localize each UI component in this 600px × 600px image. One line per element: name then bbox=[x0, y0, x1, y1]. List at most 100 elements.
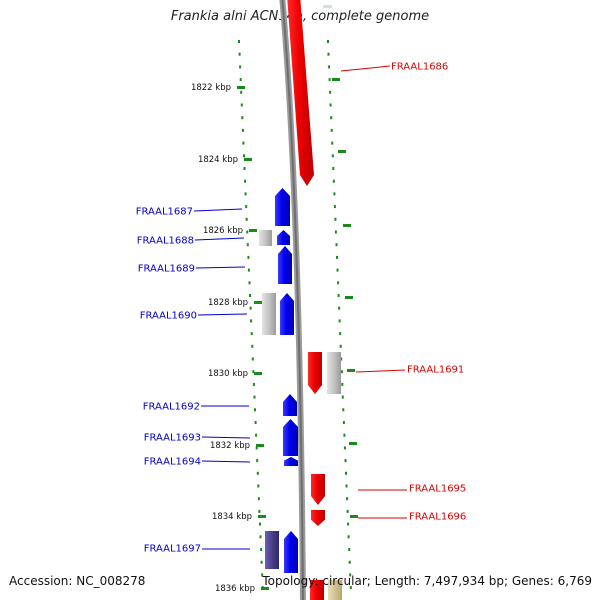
scale-dot bbox=[255, 446, 258, 450]
scale-dot bbox=[243, 167, 246, 170]
tick-label: 1836 kbp bbox=[215, 584, 255, 594]
backbone-layer bbox=[279, 0, 306, 600]
tick-label: 1828 kbp bbox=[208, 298, 248, 308]
tick-label: 1822 kbp bbox=[191, 83, 231, 93]
scale-dot bbox=[331, 141, 334, 145]
genome-backbone-core bbox=[281, 0, 304, 600]
scale-dot bbox=[337, 294, 340, 297]
tick-label: 1832 kbp bbox=[210, 441, 250, 451]
scale-dot bbox=[328, 78, 331, 82]
scale-dot bbox=[251, 344, 254, 348]
genome-stats-text: Topology: circular; Length: 7,497,934 bp… bbox=[262, 574, 592, 588]
scale-dot bbox=[258, 509, 261, 513]
gene-label: FRAAL1686 bbox=[391, 62, 448, 73]
feature-box bbox=[310, 580, 324, 600]
gene-label: FRAAL1688 bbox=[137, 236, 194, 247]
scale-tick bbox=[332, 78, 340, 81]
scale-dot bbox=[256, 459, 259, 463]
scale-dot bbox=[249, 294, 251, 297]
scale-dot bbox=[336, 255, 338, 259]
gene-label: FRAAL1691 bbox=[407, 365, 464, 376]
gene-arrow-forward bbox=[311, 510, 325, 526]
scale-dot bbox=[247, 255, 250, 259]
scale-tick bbox=[244, 158, 252, 161]
scale-dot bbox=[336, 268, 339, 272]
scale-dot bbox=[346, 497, 349, 501]
gene-arrow-reverse bbox=[280, 293, 294, 335]
tick-label: 1830 kbp bbox=[208, 369, 248, 379]
scale-dot bbox=[246, 243, 249, 247]
scale-dot bbox=[249, 306, 252, 310]
scale-dot bbox=[330, 128, 333, 132]
scale-dot bbox=[244, 192, 247, 196]
scale-dot bbox=[238, 52, 241, 56]
scale-dot bbox=[242, 141, 245, 145]
scale-dot bbox=[346, 509, 349, 513]
scale-dot bbox=[335, 243, 338, 247]
scale-dot bbox=[253, 395, 256, 399]
scale-dot bbox=[338, 306, 341, 310]
tick-label: 1834 kbp bbox=[212, 512, 252, 522]
scale-dot bbox=[341, 382, 344, 386]
scale-dot bbox=[239, 78, 242, 82]
gene-labels: FRAAL1686 FRAAL1687 FRAAL1688 FRAAL1689 FRAA… bbox=[136, 62, 467, 555]
scale-dot bbox=[246, 230, 249, 234]
scale-tick bbox=[349, 442, 357, 445]
scale-tick bbox=[350, 515, 358, 518]
scale-dot bbox=[241, 128, 244, 132]
gene-label: FRAAL1687 bbox=[136, 207, 193, 218]
scale-dot bbox=[252, 382, 255, 386]
gene-arrow-reverse bbox=[284, 457, 298, 466]
scale-dot bbox=[248, 281, 251, 285]
scale-dot bbox=[345, 484, 348, 488]
scale-ticks: 1822 kbp 1824 kbp 1826 kbp 1828 kbp 1830 kbp… bbox=[191, 5, 358, 594]
scale-dot bbox=[340, 357, 343, 361]
scale-dot bbox=[255, 433, 258, 437]
scale-dot bbox=[330, 116, 333, 120]
scale-dot bbox=[345, 471, 347, 475]
scale-dot bbox=[241, 116, 244, 120]
scale-tick bbox=[254, 301, 262, 304]
feature-box bbox=[265, 531, 279, 569]
scale-dot bbox=[244, 179, 247, 183]
gene-label-leader bbox=[340, 65, 391, 72]
scale-dot bbox=[260, 560, 263, 564]
gene-label: FRAAL1695 bbox=[409, 484, 466, 495]
scale-dot bbox=[341, 395, 344, 399]
scale-dot bbox=[347, 522, 350, 526]
scale-dot bbox=[252, 370, 255, 374]
scale-dot bbox=[247, 268, 250, 272]
scale-dot bbox=[332, 167, 335, 170]
scale-dot bbox=[334, 230, 337, 234]
scale-dot bbox=[339, 332, 342, 336]
scale-dot bbox=[349, 573, 352, 577]
scale-dot bbox=[333, 205, 336, 209]
scale-dot bbox=[339, 344, 342, 348]
feature-box bbox=[262, 293, 276, 335]
scale-dot bbox=[245, 205, 248, 209]
gene-label-leader bbox=[194, 237, 245, 241]
scale-dot bbox=[348, 548, 351, 551]
gene-label: FRAAL1689 bbox=[138, 264, 195, 275]
tick-label: 1826 kbp bbox=[203, 226, 243, 236]
gene-label: FRAAL1693 bbox=[144, 433, 201, 444]
scale-dot bbox=[257, 497, 260, 501]
gene-arrow-reverse bbox=[275, 188, 290, 226]
scale-dot bbox=[257, 484, 260, 488]
scale-tick bbox=[338, 150, 346, 153]
scale-dot bbox=[348, 560, 351, 564]
scale-dot bbox=[342, 421, 345, 424]
scale-dot bbox=[250, 332, 253, 336]
gene-label: FRAAL1697 bbox=[144, 544, 201, 555]
scale-dot bbox=[256, 471, 259, 475]
scale-tick bbox=[343, 224, 351, 227]
gene-arrow-forward bbox=[287, 0, 314, 186]
gene-label-leader bbox=[355, 369, 406, 373]
gene-arrow-forward bbox=[311, 474, 325, 505]
scale-tick bbox=[345, 296, 353, 299]
gene-label-leader bbox=[197, 313, 248, 316]
gene-arrow-reverse bbox=[277, 230, 290, 245]
gene-label: FRAAL1692 bbox=[143, 402, 200, 413]
scale-dot bbox=[238, 40, 240, 43]
